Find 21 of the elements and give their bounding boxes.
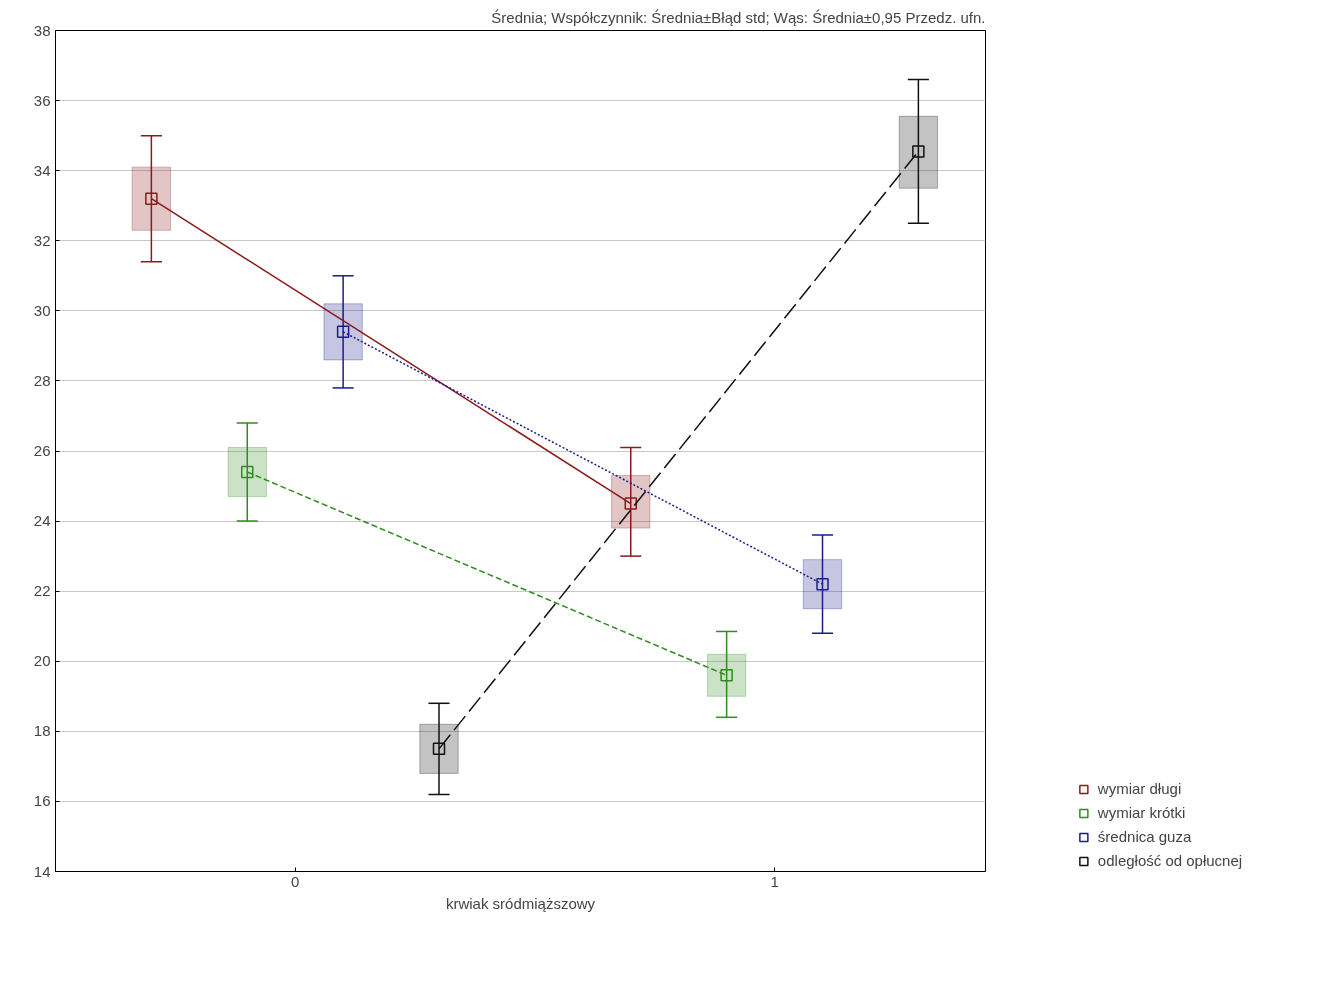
x-tick-label: 1 [770, 872, 779, 890]
y-tick-label: 14 [33, 862, 51, 880]
y-tick-label: 38 [33, 21, 51, 39]
y-tick-label: 36 [33, 91, 51, 109]
y-tick-label: 24 [33, 512, 51, 530]
y-tick-label: 26 [33, 442, 51, 459]
legend-label: odległość od opłucnej [1097, 852, 1243, 870]
x-tick-label: 0 [291, 872, 300, 890]
y-tick-label: 18 [33, 722, 51, 740]
y-tick-label: 30 [33, 301, 51, 319]
y-tick-label: 28 [33, 371, 51, 389]
y-tick-label: 16 [33, 792, 51, 810]
legend-label: wymiar krótki [1097, 804, 1186, 822]
legend-label: średnica guza [1097, 828, 1192, 846]
y-tick-label: 22 [33, 582, 51, 600]
x-axis-title: krwiak sródmiąższowy [445, 894, 596, 912]
y-tick-label: 20 [33, 652, 51, 670]
y-tick-label: 34 [33, 161, 51, 179]
y-tick-label: 32 [33, 231, 51, 249]
chart-title: Średnia; Współczynnik: Średnia±Błąd std; Wąs: Średnia±0,95 Przedz. ufn. [491, 8, 986, 26]
legend-label: wymiar długi [1097, 780, 1182, 798]
